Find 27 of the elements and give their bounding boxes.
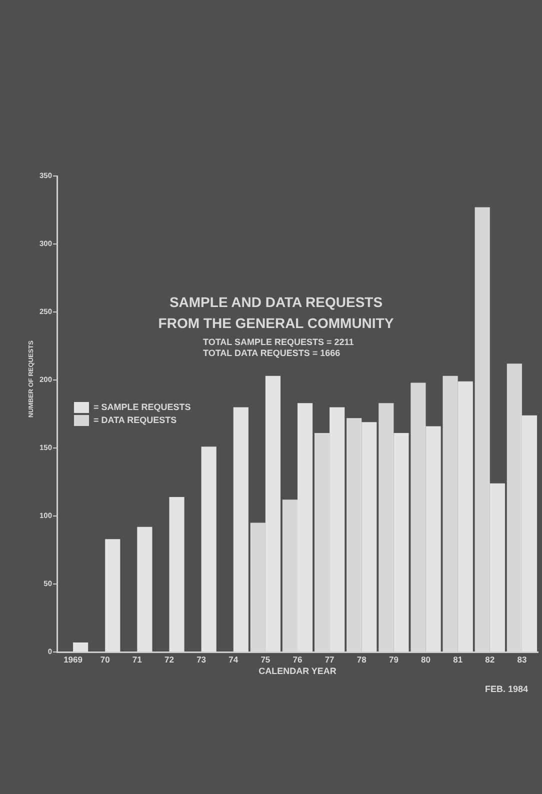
- bar: [169, 496, 184, 652]
- x-tick-label: 71: [132, 654, 142, 664]
- bar: [201, 446, 216, 652]
- x-tick-label: 75: [260, 654, 270, 664]
- text: TOTAL SAMPLE REQUESTS = 2211 TOTAL DATA REQUESTS = 1666: [203, 337, 355, 359]
- x-tick-label: 83: [517, 654, 527, 664]
- x-axis-title: CALENDAR YEAR: [258, 666, 337, 676]
- text: SAMPLE AND DATA REQUESTS FROM THE GENERAL COMMUNITY: [157, 293, 395, 333]
- x-tick-label: 77: [324, 654, 335, 664]
- x-tick-label: 1969: [64, 654, 83, 664]
- x-tick-label: 79: [388, 654, 399, 664]
- x-tick-label: 81: [453, 654, 463, 664]
- legend-label: = SAMPLE REQUESTS: [94, 402, 191, 412]
- text: FEB. 1984: [484, 684, 528, 695]
- bar: [73, 642, 88, 652]
- x-tick-label: 80: [421, 654, 431, 664]
- bar: [105, 539, 120, 652]
- x-tick-label: 82: [485, 654, 495, 664]
- legend-label: = DATA REQUESTS: [94, 414, 177, 425]
- x-tick-label: 72: [164, 654, 174, 664]
- x-tick-label: 70: [100, 654, 110, 664]
- bar: [137, 526, 152, 652]
- x-tick-label: 78: [356, 654, 367, 664]
- x-tick-label: 74: [228, 654, 238, 664]
- x-tick-label: 76: [292, 654, 302, 664]
- x-tick-label: 73: [196, 654, 206, 664]
- bar: [233, 407, 248, 652]
